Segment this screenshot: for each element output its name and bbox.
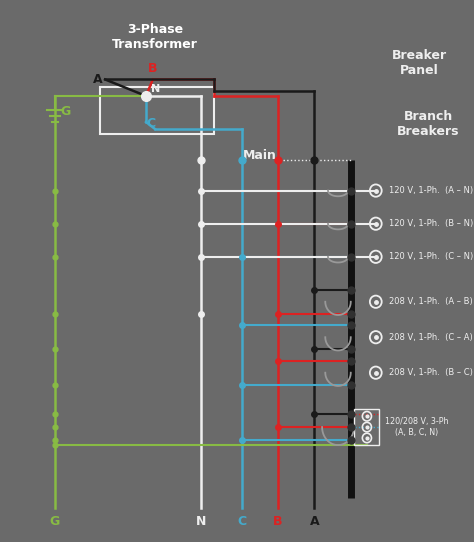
Text: 120 V, 1-Ph.  (C – N): 120 V, 1-Ph. (C – N) xyxy=(390,253,474,261)
Text: C: C xyxy=(146,117,155,130)
Text: Breaker
Panel: Breaker Panel xyxy=(392,49,447,76)
Text: 208 V, 1-Ph.  (B – C): 208 V, 1-Ph. (B – C) xyxy=(390,368,474,377)
Text: G: G xyxy=(50,514,60,527)
Text: 208 V, 1-Ph.  (C – A): 208 V, 1-Ph. (C – A) xyxy=(390,333,473,341)
Text: Main: Main xyxy=(243,149,277,162)
Text: A: A xyxy=(310,514,319,527)
Text: 208 V, 1-Ph.  (A – B): 208 V, 1-Ph. (A – B) xyxy=(390,297,473,306)
Text: N: N xyxy=(152,83,161,94)
Text: G: G xyxy=(61,105,71,118)
Text: 3-Phase
Transformer: 3-Phase Transformer xyxy=(112,23,198,50)
Text: B: B xyxy=(273,514,283,527)
Text: 120 V, 1-Ph.  (A – N): 120 V, 1-Ph. (A – N) xyxy=(390,186,474,195)
Text: 120/208 V, 3-Ph
(A, B, C, N): 120/208 V, 3-Ph (A, B, C, N) xyxy=(385,417,448,437)
Text: 120 V, 1-Ph.  (B – N): 120 V, 1-Ph. (B – N) xyxy=(390,219,474,228)
Text: C: C xyxy=(237,514,246,527)
Text: N: N xyxy=(195,514,206,527)
Bar xyxy=(100,87,214,134)
Text: A: A xyxy=(93,73,103,86)
Text: B: B xyxy=(148,62,157,75)
Text: Branch
Breakers: Branch Breakers xyxy=(397,110,459,138)
Bar xyxy=(355,409,379,445)
